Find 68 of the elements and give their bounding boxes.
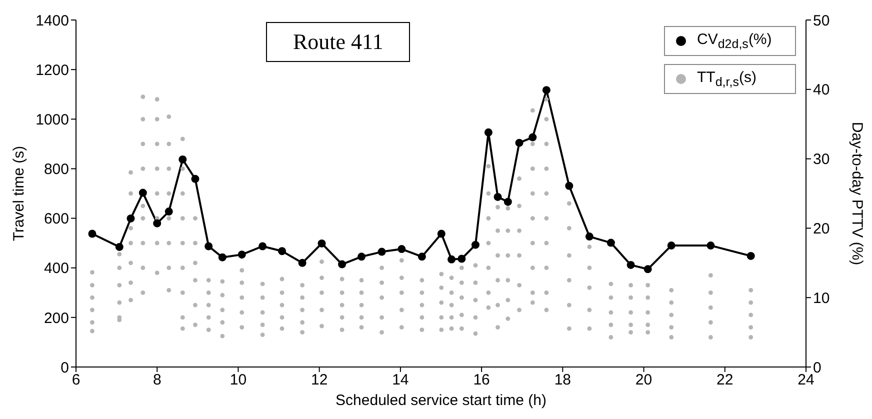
point	[515, 138, 524, 147]
y2-axis-title: Day-to-day PTTV (%)	[848, 122, 866, 266]
point	[218, 253, 226, 262]
x-tick-label: 6	[72, 372, 80, 389]
point	[471, 240, 480, 249]
point	[378, 248, 386, 256]
point	[88, 230, 96, 238]
point	[418, 252, 426, 261]
point	[667, 242, 676, 250]
x-tick-label: 18	[554, 372, 572, 389]
point	[398, 245, 406, 254]
x-tick-label: 12	[310, 372, 328, 389]
x-tick-label: 20	[635, 372, 652, 389]
point	[298, 258, 306, 267]
point	[606, 238, 615, 247]
x-tick-label: 10	[230, 372, 247, 389]
point	[204, 242, 213, 250]
point	[565, 182, 574, 190]
y-tick-label: 400	[44, 260, 69, 278]
point	[504, 198, 512, 206]
point	[138, 188, 147, 197]
y-tick-label: 1000	[36, 111, 69, 128]
point	[458, 254, 466, 263]
point	[585, 232, 594, 241]
x-tick-label: 24	[798, 372, 814, 389]
point	[746, 252, 755, 260]
point	[484, 128, 492, 136]
point	[115, 242, 124, 251]
point	[178, 155, 187, 164]
x-tick-label: 16	[473, 372, 490, 389]
point	[494, 192, 502, 201]
legend-label: TT$_{d,r,s}$(s)	[697, 69, 756, 89]
y-tick-label: 200	[44, 310, 69, 327]
point	[153, 219, 162, 228]
point	[238, 250, 246, 259]
x-axis-title: Scheduled service start time (h)	[336, 392, 546, 409]
chart-title: Route 411	[266, 22, 410, 62]
y2-tick-label: 50	[813, 12, 830, 30]
point	[528, 133, 537, 142]
point	[338, 260, 346, 268]
y-tick-label: 1200	[36, 62, 69, 79]
y-tick-label: 800	[44, 161, 69, 178]
x-tick-label: 22	[716, 372, 734, 389]
y2-tick-label: 40	[813, 82, 830, 99]
point	[191, 174, 200, 183]
point	[278, 247, 286, 256]
y-axis-title: Travel time (s)	[10, 146, 28, 242]
point	[126, 214, 135, 222]
y2-tick-label: 30	[813, 151, 830, 168]
point	[358, 252, 366, 261]
y-tick-label: 0	[60, 359, 69, 376]
point	[318, 239, 326, 248]
y2-tick-label: 20	[813, 220, 830, 238]
y2-tick-label: 10	[813, 290, 830, 307]
x-tick-label: 14	[392, 372, 409, 389]
x-tick-label: 8	[152, 372, 162, 389]
y-tick-label: 1400	[36, 12, 69, 30]
y-tick-label: 600	[44, 210, 69, 228]
point	[448, 255, 456, 264]
point	[437, 230, 446, 238]
point	[706, 242, 715, 250]
point	[164, 208, 173, 216]
point	[258, 242, 267, 250]
point	[626, 260, 635, 269]
point	[542, 86, 550, 94]
legend-label: CV$_{d2d,s}$(%)	[697, 31, 772, 51]
point	[644, 265, 652, 274]
y2-tick-label: 0	[813, 359, 822, 376]
